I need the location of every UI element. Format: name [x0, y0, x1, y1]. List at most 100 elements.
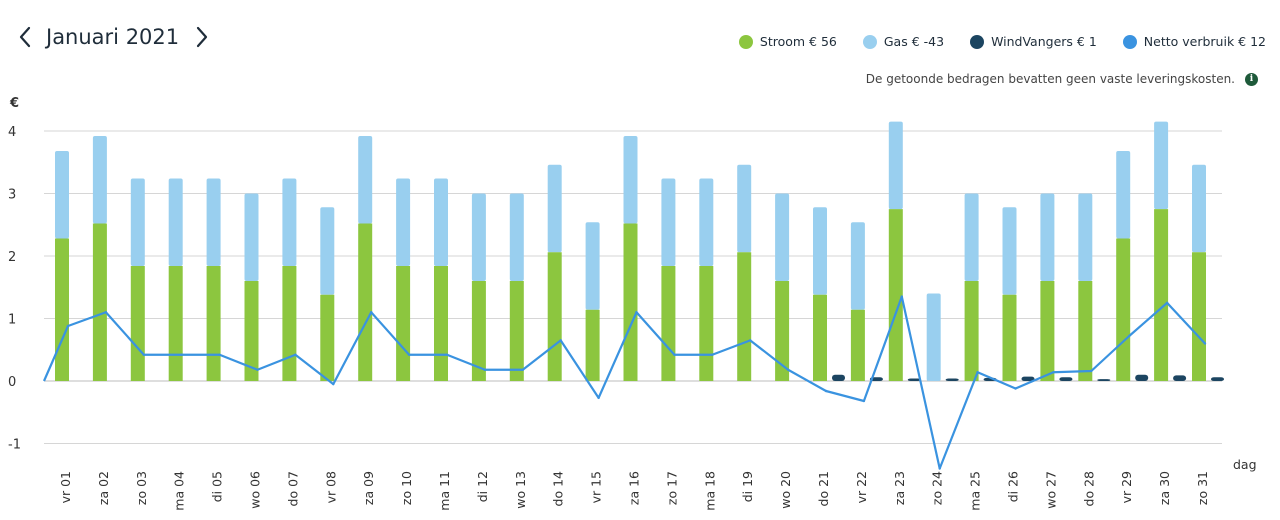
legend-swatch: [1122, 34, 1137, 49]
x-tick-label: ma 04: [172, 471, 187, 511]
x-tick-label: za 16: [627, 471, 642, 505]
gas-bar: [1154, 121, 1169, 210]
x-tick-label: vr 15: [589, 471, 604, 503]
stroom-bar: [813, 294, 827, 381]
netto-verbruik-point: [1052, 371, 1055, 374]
netto-verbruik-point: [559, 339, 562, 342]
gas-bar: [92, 136, 107, 224]
month-header: Januari 2021: [14, 20, 213, 54]
stroom-bar: [585, 309, 600, 381]
windvangers-bar: [1211, 377, 1224, 381]
next-month-button[interactable]: [191, 22, 213, 52]
x-tick-label: za 23: [892, 471, 907, 505]
x-tick-label: do 28: [1081, 471, 1096, 507]
windvangers-bar: [1173, 375, 1187, 381]
netto-verbruik-point: [862, 399, 866, 403]
gas-bar: [130, 178, 145, 266]
stroom-bar: [168, 266, 183, 381]
x-tick-label: di 26: [1006, 471, 1021, 502]
legend-swatch: [970, 34, 985, 49]
x-tick-label: zo 03: [134, 471, 149, 505]
gas-bar: [320, 207, 335, 295]
legend-swatch: [738, 34, 753, 49]
windvangers-bar: [1135, 374, 1149, 381]
info-icon[interactable]: i: [1245, 72, 1258, 86]
x-tick-label: vr 01: [58, 471, 73, 503]
stroom-bar: [964, 281, 979, 381]
stroom-bar: [471, 281, 486, 381]
gas-bar: [1002, 207, 1017, 295]
gas-bar: [850, 222, 865, 310]
stroom-bar: [1040, 281, 1055, 381]
gas-bar: [888, 121, 903, 210]
legend-item-windvangers[interactable]: WindVangers € 1: [970, 34, 1097, 49]
chart-legend: Stroom € 56 Gas € -43 WindVangers € 1 Ne…: [713, 34, 1266, 49]
y-tick-label: -1: [8, 438, 21, 453]
gas-bar: [1116, 151, 1131, 239]
gas-bar: [509, 193, 524, 281]
netto-verbruik-point: [1165, 301, 1169, 305]
netto-verbruik-point: [66, 324, 70, 328]
netto-verbruik-point: [673, 353, 676, 356]
x-tick-label: za 09: [361, 471, 376, 505]
netto-verbruik-point: [786, 368, 790, 371]
x-tick-label: ma 11: [437, 471, 452, 511]
windvangers-bar: [1059, 377, 1073, 381]
y-tick-label: 1: [8, 313, 16, 328]
stroom-bar: [130, 266, 145, 381]
stroom-bar: [775, 281, 790, 381]
stroom-bar: [55, 238, 69, 381]
stroom-bar: [661, 266, 676, 381]
x-tick-label: za 02: [96, 471, 111, 505]
netto-verbruik-point: [332, 382, 335, 386]
x-tick-label: zo 31: [1195, 471, 1210, 505]
legend-item-gas[interactable]: Gas € -43: [862, 34, 944, 49]
netto-verbruik-point: [294, 353, 297, 356]
netto-verbruik-point: [218, 353, 221, 356]
y-tick-label: 4: [8, 125, 16, 140]
stroom-bar: [206, 266, 221, 381]
x-tick-label: zo 17: [664, 471, 679, 505]
gas-bar: [55, 151, 69, 239]
netto-verbruik-point: [256, 368, 259, 371]
windvangers-bar: [1097, 379, 1111, 381]
x-tick-label: vr 08: [323, 471, 338, 503]
x-axis-label: dag: [1233, 457, 1257, 472]
netto-verbruik-point: [711, 353, 714, 356]
x-tick-label: do 14: [551, 471, 566, 507]
netto-verbruik-point: [407, 353, 411, 356]
stroom-bar: [92, 223, 107, 381]
gas-bar: [964, 193, 979, 281]
netto-verbruik-point: [370, 311, 373, 314]
stroom-bar: [737, 252, 752, 381]
stroom-bar: [1154, 209, 1169, 381]
x-tick-label: wo 06: [248, 471, 263, 509]
x-tick-label: wo 13: [513, 471, 528, 509]
gas-bar: [775, 193, 790, 281]
y-tick-label: 3: [8, 188, 16, 203]
netto-verbruik-point: [521, 368, 524, 371]
netto-verbruik-point: [180, 353, 183, 356]
cost-note: De getoonde bedragen bevatten geen vaste…: [866, 72, 1258, 86]
windvangers-bar: [1021, 376, 1035, 381]
stroom-bar: [434, 266, 448, 381]
x-tick-label: zo 10: [399, 471, 414, 505]
legend-item-stroom[interactable]: Stroom € 56: [738, 34, 837, 49]
stroom-bar: [509, 281, 524, 381]
y-tick-label: 2: [8, 250, 16, 265]
netto-verbruik-point: [104, 311, 108, 314]
x-tick-label: wo 27: [1043, 471, 1058, 509]
stroom-bar: [244, 281, 259, 381]
x-tick-label: za 30: [1157, 471, 1172, 505]
x-tick-label: vr 22: [854, 471, 869, 503]
previous-month-button[interactable]: [14, 22, 36, 52]
gas-bar: [737, 164, 752, 253]
gas-bar: [434, 178, 448, 266]
legend-item-netto-verbruik[interactable]: Netto verbruik € 12: [1122, 34, 1266, 49]
x-tick-label: zo 24: [930, 471, 945, 505]
x-tick-label: ma 25: [968, 471, 983, 511]
windvangers-bar: [832, 374, 845, 381]
stroom-bar: [1002, 294, 1017, 381]
legend-label: WindVangers € 1: [991, 34, 1097, 49]
